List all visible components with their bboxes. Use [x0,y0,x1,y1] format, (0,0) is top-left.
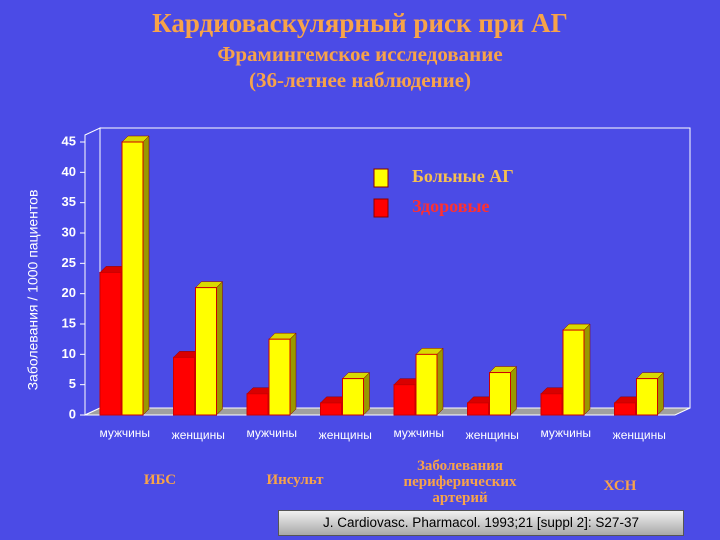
bar [562,329,585,416]
x-tick-label: женщины [613,428,666,442]
bar [540,393,563,416]
y-tick-label: 20 [62,285,76,300]
bar-side [436,347,444,416]
group-label: ХСН [603,478,637,494]
y-tick-label: 0 [69,406,76,421]
bar-side [510,365,517,416]
y-tick-label: 40 [62,164,76,179]
y-tick-label: 30 [62,224,76,239]
x-tick-label: женщины [319,428,372,442]
bar-side [142,135,150,416]
y-tick-label: 10 [62,346,76,361]
y-tick-label: 5 [69,376,76,391]
bar-side [583,323,591,416]
bar [320,402,342,416]
legend-swatch [373,198,389,218]
x-tick-label: мужчины [246,426,297,440]
y-tick-label: 25 [62,255,76,270]
bar [467,402,489,416]
x-tick-label: женщины [466,428,519,442]
x-tick-label: мужчины [99,426,150,440]
bar [489,372,511,416]
bar-side [216,280,223,416]
side-wall [84,127,101,416]
bar [99,271,122,416]
y-axis-label: Заболевания / 1000 пациентов [25,190,41,391]
y-tick-label: 35 [62,194,76,209]
title: Кардиоваскулярный риск при АГ [152,8,568,38]
subtitle: (36-летнее наблюдение) [248,68,472,92]
x-tick-label: мужчины [393,426,444,440]
bar [195,287,217,416]
bar [173,356,195,416]
y-tick-label: 15 [62,315,76,330]
group-label: Заболевания периферических артерий [403,458,517,506]
bar [121,141,144,416]
source: J. Cardiovasc. Pharmacol. 1993;21 [suppl… [278,510,684,536]
bar-side [289,332,297,416]
legend-label: Больные АГ [412,166,514,186]
bar-side [363,371,370,416]
subtitle: Фрамингемское исследование [217,42,503,66]
legend-swatch [373,168,389,188]
bar [614,402,636,416]
bar-side [657,371,664,416]
x-tick-label: женщины [172,428,225,442]
x-tick-label: мужчины [540,426,591,440]
bar [268,338,291,416]
group-label: ИБС [143,472,177,488]
bar [393,384,416,416]
bar [342,378,364,416]
bar [415,353,438,416]
y-tick-label: 45 [62,133,76,148]
legend-label: Здоровые [412,196,489,216]
bar [636,378,658,416]
group-label: Инсульт [266,472,324,488]
bar [246,393,269,416]
